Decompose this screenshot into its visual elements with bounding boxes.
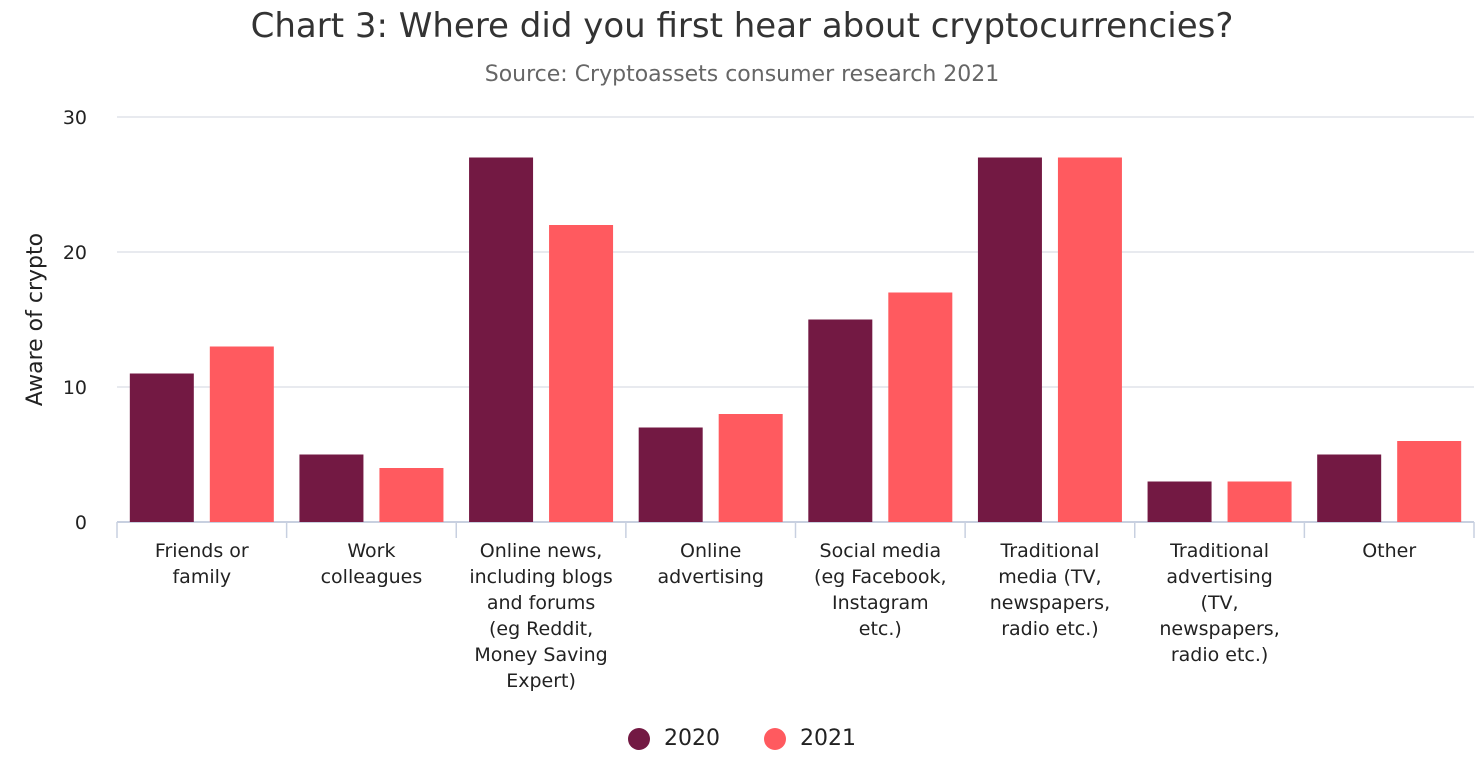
x-tick-label-line: Expert) <box>506 670 576 692</box>
bar-2020-6 <box>1147 481 1212 522</box>
bar-2021-2 <box>549 225 614 522</box>
legend-marker-2021 <box>764 727 786 750</box>
x-tick-label-line: advertising <box>657 566 763 588</box>
bar-2020-0 <box>129 373 194 522</box>
x-tick-label-line: (TV, <box>1201 592 1239 614</box>
x-tick-label-line: Other <box>1362 540 1416 562</box>
legend-label-2021: 2021 <box>800 726 856 751</box>
x-tick-label-line: media (TV, <box>998 566 1101 588</box>
bar-2020-4 <box>808 319 873 522</box>
x-tick-label-line: Traditional <box>999 540 1099 562</box>
x-tick-label-line: newspapers, <box>1159 618 1279 640</box>
x-tick-label: Work colleagues <box>321 540 423 588</box>
x-tick-label: Traditional advertising (TV, newspapers, rad… <box>1159 540 1279 666</box>
chart-subtitle: Source: Cryptoassets consumer research 2… <box>484 62 1000 87</box>
x-tick-label-line: Online <box>680 540 741 562</box>
x-tick-label-line: radio etc.) <box>1171 644 1269 666</box>
x-tick-label: Online advertising <box>657 540 763 588</box>
bar-2020-2 <box>469 157 534 522</box>
bar-2020-7 <box>1317 454 1382 522</box>
legend-label-2020: 2020 <box>664 726 720 751</box>
x-tick-label-line: newspapers, <box>990 592 1110 614</box>
x-tick-label-line: (eg Reddit, <box>489 618 593 640</box>
x-tick-label-line: advertising <box>1166 566 1272 588</box>
legend-marker-2020 <box>628 727 650 750</box>
x-tick-label: Other <box>1362 540 1416 562</box>
bar-2021-5 <box>1057 157 1122 522</box>
y-tick-label: 10 <box>63 377 87 399</box>
x-tick-label-line: Social media <box>820 540 942 562</box>
x-tick-label-line: Money Saving <box>474 644 607 666</box>
x-tick-label: Social media (eg Facebook, Instagram etc.) <box>814 540 947 640</box>
x-tick-label-line: colleagues <box>321 566 423 588</box>
legend: 2020 2021 <box>0 726 1484 751</box>
x-tick-label-line: radio etc.) <box>1001 618 1099 640</box>
bar-2020-1 <box>299 454 364 522</box>
legend-item-2020[interactable]: 2020 <box>628 726 720 751</box>
x-tick-label-line: etc.) <box>859 618 902 640</box>
x-tick-label: Online news, including blogs and forums (eg… <box>469 540 613 692</box>
x-tick-label: Friends or family <box>155 540 249 588</box>
x-tick-label-line: family <box>172 566 231 588</box>
bar-2021-6 <box>1227 481 1292 522</box>
x-tick-label-line: Instagram <box>832 592 929 614</box>
legend-item-2021[interactable]: 2021 <box>764 726 856 751</box>
bar-2021-4 <box>888 292 953 522</box>
x-tick-label-line: Work <box>347 540 395 562</box>
x-tick-label: Traditional media (TV, newspapers, radio et… <box>990 540 1110 640</box>
y-tick-label: 30 <box>63 107 87 129</box>
x-tick-label-line: (eg Facebook, <box>814 566 947 588</box>
y-axis-title: Aware of crypto <box>23 233 48 406</box>
bar-2020-3 <box>638 427 703 522</box>
y-tick-label: 20 <box>63 242 87 264</box>
x-tick-label-line: Online news, <box>480 540 603 562</box>
y-tick-label: 0 <box>75 512 87 534</box>
bar-2020-5 <box>977 157 1042 522</box>
chart-title: Chart 3: Where did you first hear about … <box>250 6 1234 46</box>
bar-2021-1 <box>379 468 444 522</box>
x-tick-label-line: Friends or <box>155 540 249 562</box>
bar-2021-3 <box>718 414 783 522</box>
x-tick-label-line: and forums <box>487 592 595 614</box>
bar-2021-7 <box>1397 441 1462 522</box>
x-tick-label-line: Traditional <box>1169 540 1269 562</box>
bar-2021-0 <box>209 346 274 522</box>
x-tick-label-line: including blogs <box>469 566 613 588</box>
